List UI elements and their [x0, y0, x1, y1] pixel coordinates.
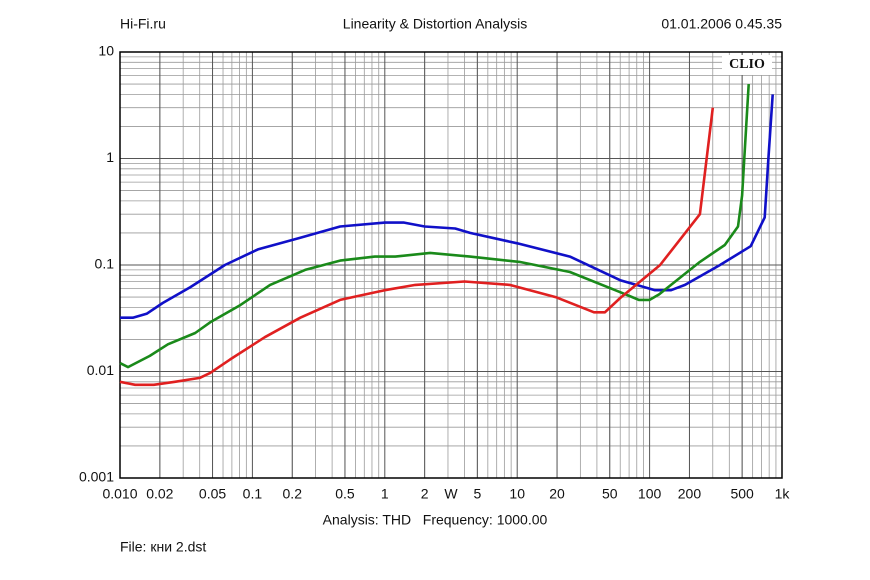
x-tick-label: 200: [678, 486, 702, 502]
x-tick-label: 0.1: [243, 486, 263, 502]
x-tick-label: 0.2: [283, 486, 303, 502]
series-line: [120, 94, 774, 319]
file-label: File: кни 2.dst: [120, 539, 206, 555]
x-tick-label: 0.02: [146, 486, 173, 502]
y-tick-label: 0.1: [95, 256, 115, 272]
series-line: [119, 107, 715, 387]
y-tick-label: 1: [106, 149, 114, 165]
plot-frame: [119, 51, 783, 479]
y-tick-label: 0.01: [87, 362, 114, 378]
x-tick-label: 50: [602, 486, 618, 502]
x-tick-label: 0.5: [335, 486, 355, 502]
x-tick-label: 20: [549, 486, 565, 502]
x-tick-label: 500: [730, 486, 754, 502]
chart-title: Linearity & Distortion Analysis: [343, 16, 527, 32]
series-line: [119, 84, 750, 369]
x-tick-label: 10: [509, 486, 525, 502]
x-tick-label: 0.05: [199, 486, 226, 502]
x-tick-label: 2: [421, 486, 429, 502]
header-left: Hi-Fi.ru: [120, 16, 166, 32]
header-right: 01.01.2006 0.45.35: [661, 16, 782, 32]
x-tick-label: 100: [638, 486, 662, 502]
x-tick-label: 1: [381, 486, 389, 502]
x-axis-label: W: [444, 486, 458, 502]
y-tick-label: 0.001: [79, 469, 114, 485]
analysis-label: Analysis: THD Frequency: 1000.00: [323, 512, 548, 528]
x-tick-label: 5: [473, 486, 481, 502]
y-tick-label: 10: [98, 43, 114, 59]
x-tick-label: 1k: [775, 486, 791, 502]
watermark-bg: [722, 55, 772, 75]
watermark: CLIO: [729, 57, 765, 72]
x-tick-label: 0.010: [102, 486, 137, 502]
